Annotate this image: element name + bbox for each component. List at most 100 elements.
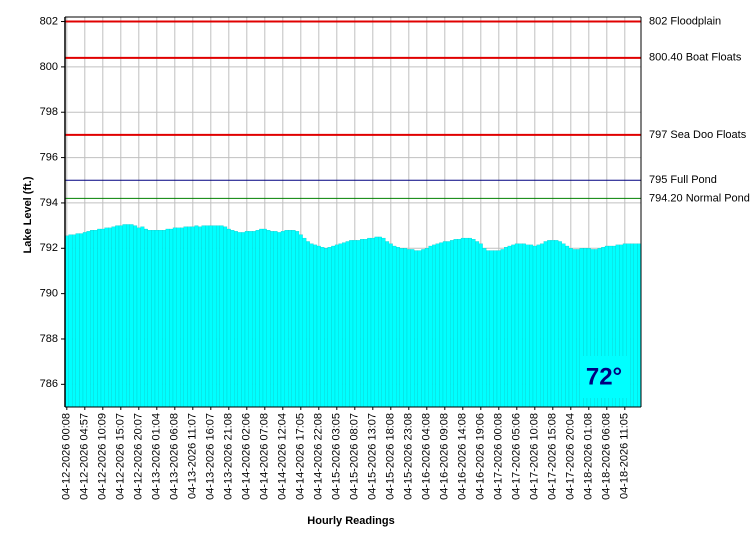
reading-bar bbox=[342, 242, 346, 408]
reading-bar bbox=[255, 230, 260, 408]
reading-bar bbox=[442, 241, 447, 408]
reading-bar bbox=[259, 228, 264, 408]
reading-bar bbox=[424, 248, 429, 408]
reading-bar bbox=[226, 228, 231, 408]
reading-bar bbox=[284, 230, 289, 408]
reading-bar bbox=[514, 243, 519, 408]
x-tick-label: 04-13-2026 06:08 bbox=[169, 413, 181, 500]
x-tick-label: 04-15-2026 03:05 bbox=[331, 413, 343, 500]
reading-bar bbox=[93, 230, 98, 408]
reading-bar bbox=[550, 240, 555, 408]
reading-bar bbox=[522, 243, 526, 408]
reading-bar bbox=[486, 250, 490, 408]
x-tick-label: 04-15-2026 23:08 bbox=[403, 413, 415, 500]
reference-label: 802 Floodplain bbox=[649, 15, 721, 27]
reading-bar bbox=[172, 227, 177, 408]
reading-bar bbox=[86, 231, 91, 408]
reading-bar bbox=[493, 250, 498, 408]
reading-bar bbox=[241, 232, 246, 408]
reading-bar bbox=[100, 228, 105, 408]
reading-bar bbox=[374, 236, 379, 408]
reading-bar bbox=[392, 245, 397, 408]
reading-bar bbox=[248, 231, 253, 408]
x-tick-label: 04-12-2026 20:07 bbox=[133, 413, 145, 500]
reading-bar bbox=[154, 230, 159, 408]
reading-bar bbox=[403, 248, 408, 408]
y-tick-label: 798 bbox=[40, 106, 58, 118]
x-tick-label: 04-12-2026 04:57 bbox=[79, 413, 91, 500]
reading-bar bbox=[381, 237, 386, 408]
reading-bar bbox=[115, 225, 120, 408]
y-tick-label: 800 bbox=[40, 61, 58, 73]
reading-bar bbox=[349, 240, 354, 408]
x-tick-label: 04-14-2026 17:05 bbox=[295, 413, 307, 500]
reading-bar bbox=[68, 234, 73, 408]
reading-bar bbox=[313, 244, 318, 408]
x-tick-label: 04-15-2026 18:08 bbox=[385, 413, 397, 500]
reading-bar bbox=[266, 230, 271, 408]
reading-bar bbox=[554, 240, 559, 408]
y-tick-label: 788 bbox=[40, 333, 58, 345]
reading-bar bbox=[190, 226, 195, 408]
reading-bar bbox=[136, 227, 141, 408]
reading-bar bbox=[496, 250, 501, 408]
reading-bar bbox=[504, 247, 508, 408]
reading-bar bbox=[406, 249, 411, 408]
x-axis-label: Hourly Readings bbox=[307, 515, 394, 527]
reading-bar bbox=[302, 237, 307, 408]
reading-bar bbox=[262, 228, 267, 408]
y-tick-label: 794 bbox=[40, 197, 58, 209]
reading-bar bbox=[133, 225, 138, 408]
reading-bar bbox=[183, 226, 188, 408]
reading-bar bbox=[565, 245, 570, 408]
reading-bar bbox=[126, 224, 130, 408]
temperature-text: 72° bbox=[586, 363, 622, 390]
x-tick-label: 04-16-2026 19:06 bbox=[475, 413, 487, 500]
reference-label: 794.20 Normal Pond bbox=[649, 192, 750, 204]
reading-bar bbox=[223, 226, 228, 408]
reading-bar bbox=[500, 249, 505, 408]
reading-bar bbox=[280, 231, 285, 408]
reading-bar bbox=[122, 224, 127, 408]
x-tick-label: 04-17-2026 15:08 bbox=[547, 413, 559, 500]
reading-bar bbox=[111, 226, 116, 408]
reading-bar bbox=[298, 234, 303, 408]
x-tick-label: 04-17-2026 00:08 bbox=[493, 413, 505, 500]
reading-bar bbox=[543, 241, 548, 408]
reading-bar bbox=[208, 225, 213, 408]
reading-bar bbox=[468, 237, 472, 408]
y-axis-label: Lake Level (ft.) bbox=[22, 176, 34, 253]
x-tick-label: 04-14-2026 07:08 bbox=[259, 413, 271, 500]
reading-bar bbox=[410, 249, 415, 408]
reading-bar bbox=[356, 240, 361, 408]
reading-bar bbox=[460, 237, 465, 408]
reading-bar bbox=[388, 243, 393, 408]
reading-bar bbox=[525, 244, 530, 408]
reading-bar bbox=[572, 249, 577, 408]
reading-bar bbox=[367, 237, 372, 408]
reading-bar bbox=[637, 243, 642, 408]
x-tick-label: 04-16-2026 09:08 bbox=[439, 413, 451, 500]
reading-bar bbox=[219, 225, 224, 408]
reading-bar bbox=[316, 245, 321, 408]
reading-bar bbox=[180, 227, 184, 408]
reading-bar bbox=[536, 244, 541, 408]
x-tick-label: 04-15-2026 13:07 bbox=[367, 413, 379, 500]
reading-bar bbox=[432, 244, 436, 408]
reading-bar bbox=[198, 226, 202, 408]
reading-bar bbox=[118, 225, 123, 408]
reading-bar bbox=[334, 244, 339, 408]
reading-bar bbox=[489, 250, 494, 408]
reading-bar bbox=[446, 241, 451, 408]
reference-label: 795 Full Pond bbox=[649, 174, 717, 186]
reading-bar bbox=[270, 231, 274, 408]
x-tick-label: 04-14-2026 12:04 bbox=[277, 413, 289, 500]
x-tick-label: 04-13-2026 21:08 bbox=[223, 413, 235, 500]
reading-bar bbox=[529, 244, 534, 408]
reading-bar bbox=[478, 243, 483, 408]
reading-bar bbox=[352, 240, 357, 408]
reading-bar bbox=[540, 243, 544, 408]
reading-bar bbox=[453, 239, 458, 408]
reading-bar bbox=[324, 248, 328, 408]
